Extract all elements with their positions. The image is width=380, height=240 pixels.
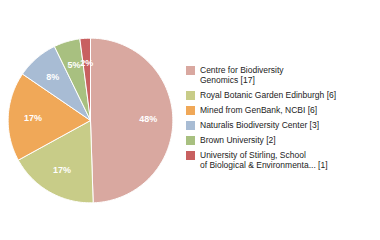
html-text:Brown University [2]: Brown University [2] xyxy=(200,135,276,145)
svg-text:17%: 17% xyxy=(53,165,71,175)
svg-text:8%: 8% xyxy=(46,72,59,82)
html-text:Royal Botanic Garden Edinburgh: Royal Botanic Garden Edinburgh [6] xyxy=(200,90,337,100)
svg-text:48%: 48% xyxy=(139,114,157,124)
svg-text:17%: 17% xyxy=(24,113,42,123)
svg-text:2%: 2% xyxy=(80,58,93,68)
html-text:Naturalis Biodiversity Center: Naturalis Biodiversity Center [3] xyxy=(200,120,319,130)
svg-text:5%: 5% xyxy=(67,60,80,70)
html-text:Centre for Biodiversity Genomi: Centre for Biodiversity Genomics [17] xyxy=(200,65,284,85)
html-text:University of Stirling, School: University of Stirling, School of Biolog… xyxy=(200,150,328,170)
html-text:Mined from GenBank, NCBI [6]: Mined from GenBank, NCBI [6] xyxy=(200,105,318,115)
